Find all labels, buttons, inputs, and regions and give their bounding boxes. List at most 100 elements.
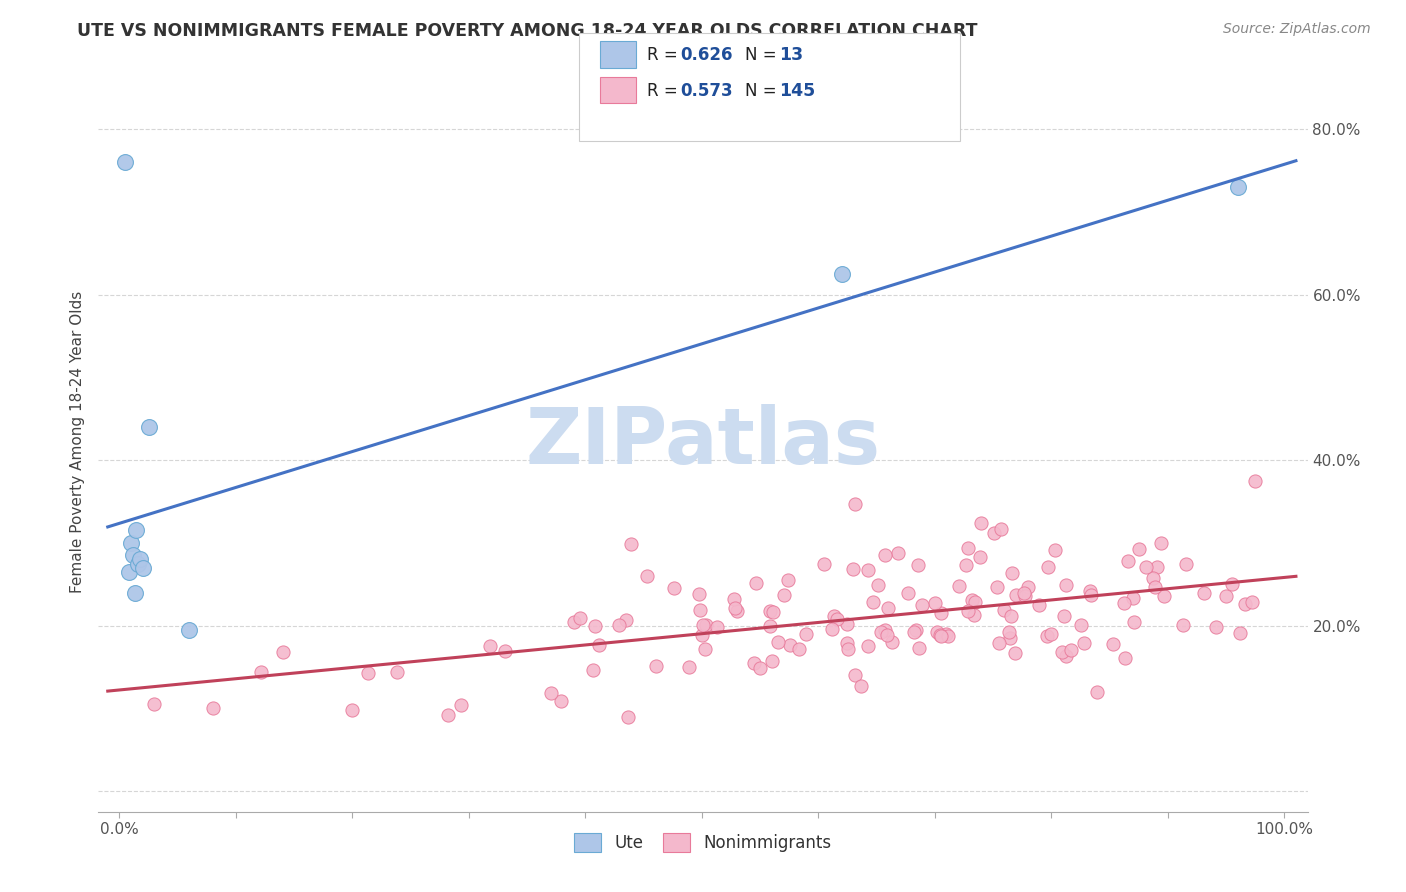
Text: 13: 13 bbox=[779, 46, 803, 64]
Point bbox=[662, 582, 685, 596]
Point bbox=[1128, 542, 1150, 557]
Point bbox=[1035, 629, 1057, 643]
Point bbox=[692, 618, 714, 632]
Point bbox=[773, 588, 796, 602]
Point bbox=[868, 578, 890, 592]
Point bbox=[125, 524, 148, 538]
Point bbox=[1073, 635, 1095, 649]
Point bbox=[960, 592, 983, 607]
Point bbox=[1174, 558, 1197, 572]
Point bbox=[1012, 586, 1035, 600]
Point bbox=[931, 629, 953, 643]
Point bbox=[1226, 180, 1249, 194]
Point bbox=[249, 665, 271, 679]
Point bbox=[131, 560, 153, 574]
Point bbox=[1241, 595, 1264, 609]
Point bbox=[983, 526, 1005, 541]
Point bbox=[1054, 578, 1077, 592]
Point bbox=[873, 623, 896, 637]
Point bbox=[1078, 584, 1101, 599]
Point bbox=[1150, 536, 1173, 550]
Point bbox=[693, 641, 716, 656]
Text: 0.573: 0.573 bbox=[681, 82, 733, 100]
Point bbox=[998, 625, 1021, 640]
Point bbox=[1043, 542, 1066, 557]
Point bbox=[723, 592, 745, 607]
Point bbox=[1102, 637, 1125, 651]
Point bbox=[876, 628, 898, 642]
Point bbox=[1000, 631, 1022, 645]
Point bbox=[1244, 474, 1267, 488]
Point bbox=[1087, 685, 1109, 699]
Point bbox=[114, 155, 136, 169]
Point bbox=[1215, 589, 1237, 603]
Point bbox=[744, 575, 766, 590]
Text: N =: N = bbox=[745, 46, 782, 64]
Point bbox=[887, 546, 910, 560]
Point bbox=[956, 541, 979, 556]
Point bbox=[617, 709, 640, 723]
Point bbox=[835, 616, 858, 631]
Point bbox=[962, 608, 984, 623]
Point bbox=[1122, 591, 1144, 605]
Point bbox=[993, 602, 1015, 616]
Point bbox=[856, 639, 879, 653]
Point bbox=[725, 604, 748, 618]
Point bbox=[837, 642, 859, 657]
Point bbox=[1001, 566, 1024, 581]
Point bbox=[924, 596, 946, 610]
Point bbox=[1014, 589, 1036, 603]
Point bbox=[1028, 598, 1050, 612]
Point bbox=[143, 697, 166, 711]
Point bbox=[1054, 648, 1077, 663]
Point bbox=[1114, 650, 1136, 665]
Point bbox=[1229, 625, 1251, 640]
Point bbox=[645, 659, 668, 673]
Text: UTE VS NONIMMIGRANTS FEMALE POVERTY AMONG 18-24 YEAR OLDS CORRELATION CHART: UTE VS NONIMMIGRANTS FEMALE POVERTY AMON… bbox=[77, 22, 977, 40]
Point bbox=[841, 562, 863, 576]
Point bbox=[929, 607, 952, 621]
Point bbox=[1205, 620, 1227, 634]
Point bbox=[138, 420, 160, 434]
Point bbox=[689, 603, 711, 617]
Point bbox=[990, 522, 1012, 536]
Point bbox=[862, 595, 884, 609]
Point bbox=[903, 624, 925, 639]
Point bbox=[749, 661, 772, 675]
Point bbox=[936, 629, 959, 643]
Point bbox=[955, 558, 977, 573]
Point bbox=[988, 635, 1011, 649]
Point bbox=[678, 660, 700, 674]
Point bbox=[385, 665, 408, 679]
Point bbox=[690, 627, 713, 641]
Point bbox=[1116, 553, 1139, 567]
Point bbox=[436, 708, 458, 723]
Point bbox=[724, 601, 747, 615]
Point bbox=[897, 585, 920, 599]
Point bbox=[969, 549, 991, 564]
Point bbox=[1004, 588, 1026, 602]
Point bbox=[1004, 646, 1026, 660]
Point bbox=[120, 536, 142, 550]
Point bbox=[695, 617, 717, 632]
Point bbox=[827, 612, 849, 626]
Point bbox=[636, 568, 658, 582]
Point bbox=[904, 624, 927, 638]
Point bbox=[620, 537, 643, 551]
Point bbox=[970, 516, 993, 530]
Point bbox=[588, 638, 610, 652]
Point bbox=[759, 619, 782, 633]
Point bbox=[273, 645, 295, 659]
Point bbox=[787, 641, 810, 656]
Point bbox=[342, 703, 364, 717]
Point bbox=[607, 618, 630, 632]
Text: 0.626: 0.626 bbox=[681, 46, 733, 64]
Point bbox=[880, 635, 903, 649]
Point bbox=[1233, 598, 1256, 612]
Point bbox=[127, 557, 149, 571]
Point bbox=[583, 619, 606, 633]
Point bbox=[907, 558, 929, 572]
Point bbox=[948, 579, 970, 593]
Point bbox=[450, 698, 472, 712]
Point bbox=[1060, 643, 1083, 657]
